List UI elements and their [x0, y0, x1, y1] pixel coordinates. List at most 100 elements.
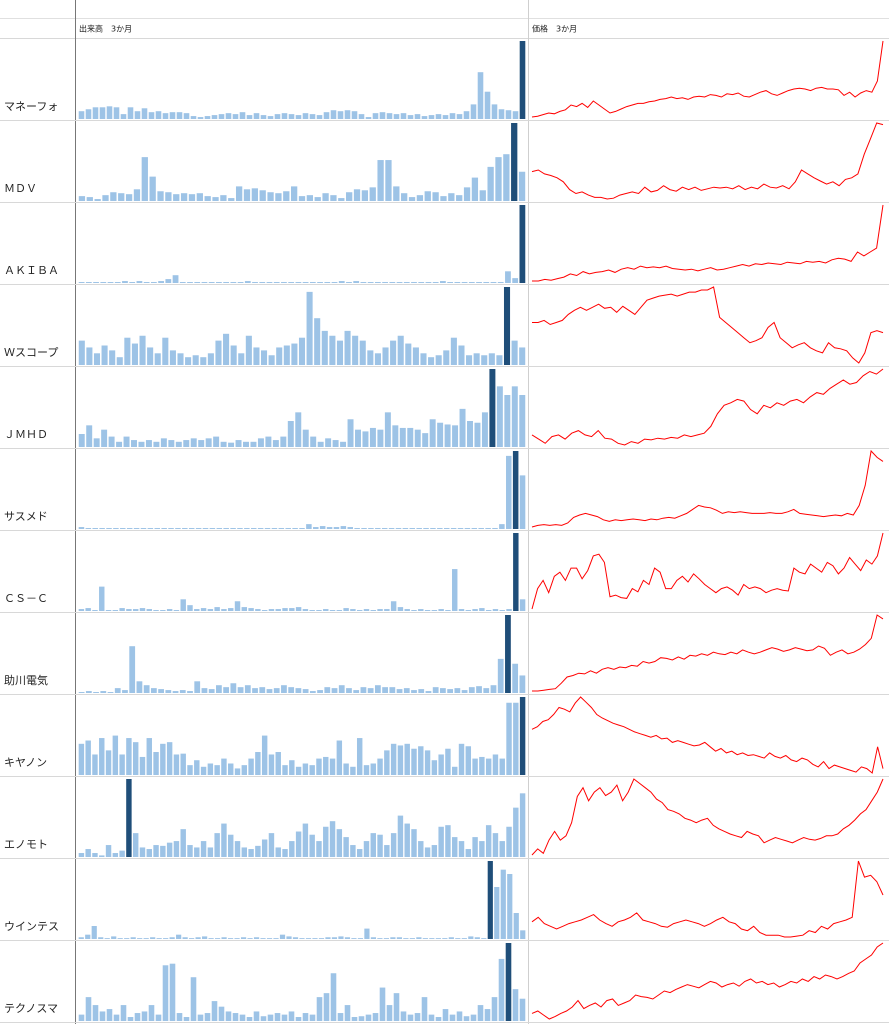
- volume-bar: [383, 938, 390, 939]
- volume-bar: [519, 675, 526, 693]
- volume-bar: [175, 441, 182, 447]
- volume-bar: [78, 434, 85, 447]
- volume-bar: [350, 609, 356, 611]
- volume-bar: [238, 353, 245, 365]
- volume-bar: [225, 113, 232, 119]
- volume-bar: [112, 610, 119, 611]
- volume-bar: [414, 114, 421, 119]
- volume-bar: [487, 861, 493, 939]
- volume-bar: [221, 758, 227, 775]
- volume-bar: [331, 688, 338, 693]
- volume-bar: [107, 282, 114, 283]
- volume-bar: [99, 586, 105, 611]
- volume-bar: [78, 527, 85, 529]
- volume-bar: [500, 869, 506, 939]
- volume-bar: [438, 754, 444, 775]
- volume-bar: [281, 685, 287, 693]
- volume-bar: [281, 282, 287, 283]
- volume-bar: [490, 685, 497, 693]
- volume-bar: [187, 845, 193, 857]
- volume-bar: [337, 111, 344, 119]
- volume-bar: [390, 937, 396, 939]
- volume-bar: [309, 610, 315, 611]
- volume-bar: [414, 429, 421, 447]
- volume-bar: [218, 114, 225, 119]
- volume-bar: [485, 528, 491, 529]
- volume-bar: [437, 422, 444, 447]
- volume-bar: [399, 427, 406, 447]
- volume-bar: [223, 282, 230, 283]
- volume-bar: [107, 692, 114, 693]
- volume-bar: [397, 815, 404, 857]
- volume-bar: [393, 114, 400, 119]
- volume-bar: [127, 1017, 134, 1021]
- volume-bar: [499, 758, 505, 775]
- volume-bar: [257, 528, 264, 529]
- volume-bar: [505, 271, 511, 283]
- volume-bar: [429, 419, 436, 447]
- volume-bar: [241, 765, 248, 775]
- volume-bar: [215, 340, 222, 365]
- volume-bar: [234, 601, 241, 611]
- volume-bar: [443, 528, 450, 529]
- volume-bar: [243, 441, 249, 447]
- volume-bar: [119, 754, 125, 775]
- volume-bar: [452, 766, 458, 775]
- volume-bar: [92, 610, 98, 611]
- volume-bar: [100, 691, 107, 693]
- volume-bar: [487, 166, 494, 201]
- volume-bar: [148, 1005, 155, 1021]
- volume-bar: [230, 683, 237, 693]
- volume-bar: [456, 1011, 463, 1021]
- volume-bar: [465, 849, 472, 857]
- volume-bar: [513, 702, 519, 775]
- volume-bar: [408, 197, 416, 201]
- volume-bar: [91, 926, 97, 939]
- volume-bar: [338, 281, 345, 283]
- volume-bar: [99, 855, 105, 857]
- volume-bar: [340, 441, 347, 447]
- volume-bar: [220, 195, 227, 201]
- volume-bar: [519, 998, 526, 1021]
- volume-bar: [216, 282, 222, 283]
- volume-bar: [313, 527, 319, 529]
- volume-bar: [205, 438, 212, 447]
- volume-bar: [207, 609, 214, 611]
- volume-bar: [212, 197, 219, 201]
- volume-bar: [197, 117, 204, 119]
- volume-bar: [188, 528, 195, 529]
- volume-bar: [132, 833, 139, 857]
- volume-bar: [200, 357, 207, 365]
- volume-bar: [302, 823, 309, 857]
- row-label: エノモト: [4, 838, 48, 851]
- volume-bar: [228, 763, 234, 775]
- volume-bar: [150, 937, 156, 939]
- volume-bar: [472, 837, 478, 857]
- volume-bar: [443, 350, 450, 365]
- volume-bar: [208, 938, 214, 939]
- volume-bar: [265, 436, 272, 447]
- volume-bar: [177, 353, 184, 365]
- volume-bar: [442, 938, 448, 939]
- volume-bar: [425, 691, 432, 693]
- volume-bar: [309, 114, 316, 119]
- volume-bar: [126, 738, 132, 775]
- volume-bar: [312, 938, 318, 939]
- volume-bar: [240, 937, 247, 939]
- volume-bar: [485, 610, 492, 611]
- volume-bar: [92, 1005, 99, 1021]
- volume-bar: [365, 117, 372, 119]
- volume-bar: [253, 937, 260, 939]
- volume-bar: [155, 1014, 162, 1021]
- volume-bar: [153, 752, 159, 775]
- volume-bar: [520, 930, 526, 939]
- volume-bar: [286, 936, 292, 939]
- volume-bar: [150, 688, 157, 693]
- volume-bar: [209, 528, 216, 529]
- volume-bar: [200, 766, 207, 775]
- volume-bar: [459, 408, 466, 447]
- volume-bar: [253, 113, 260, 119]
- volume-bar: [173, 194, 180, 201]
- volume-bar: [364, 928, 370, 939]
- volume-bar: [519, 205, 526, 283]
